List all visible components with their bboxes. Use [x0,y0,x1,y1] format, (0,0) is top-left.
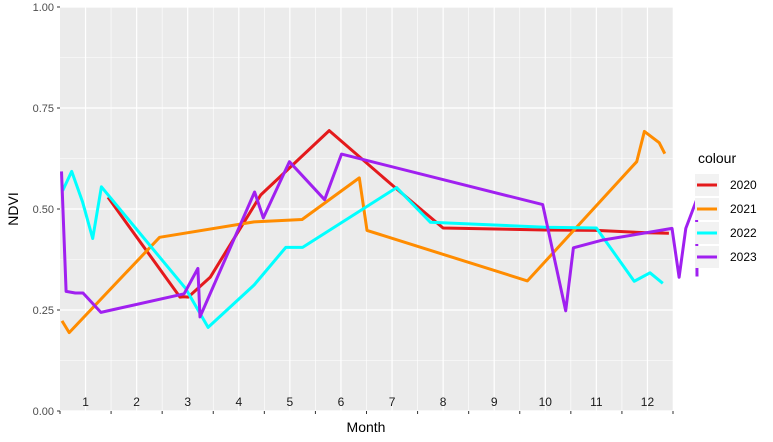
y-tick-label: 0.25 [33,305,54,317]
legend: colour 2020 2021 2022 2023 [695,150,757,268]
x-tick-label: 5 [287,395,294,409]
y-tick-label: 0.00 [33,406,54,418]
legend-label-2023: 2023 [730,250,757,264]
x-tick-label: 7 [389,395,396,409]
x-axis: 1 2 3 4 5 6 7 8 9 10 11 12 [59,395,674,414]
x-tick-label: 9 [491,395,498,409]
x-tick-label: 6 [338,395,345,409]
series-line-2021 [60,129,667,335]
series-lines [60,129,699,335]
legend-label-2022: 2022 [730,226,757,240]
y-axis-title: NDVI [5,192,21,225]
y-tick-label: 1.00 [33,2,54,14]
legend-label-2021: 2021 [730,202,757,216]
x-tick-label: 1 [82,395,89,409]
x-tick-label: 3 [184,395,191,409]
x-tick-label: 12 [641,395,655,409]
legend-label-2020: 2020 [730,178,757,192]
series-line-2023 [60,152,699,319]
x-tick-label: 10 [539,395,553,409]
y-tick-label: 0.75 [33,103,54,115]
series-line-2022 [61,169,664,329]
y-axis: 0.00 0.25 0.50 0.75 1.00 [33,2,60,418]
x-tick-label: 11 [590,395,603,409]
x-tick-label: 4 [235,395,242,409]
legend-title: colour [698,150,736,166]
y-tick-label: 0.50 [33,204,54,216]
x-tick-label: 2 [133,395,140,409]
x-axis-title: Month [347,419,386,435]
x-tick-label: 8 [440,395,447,409]
